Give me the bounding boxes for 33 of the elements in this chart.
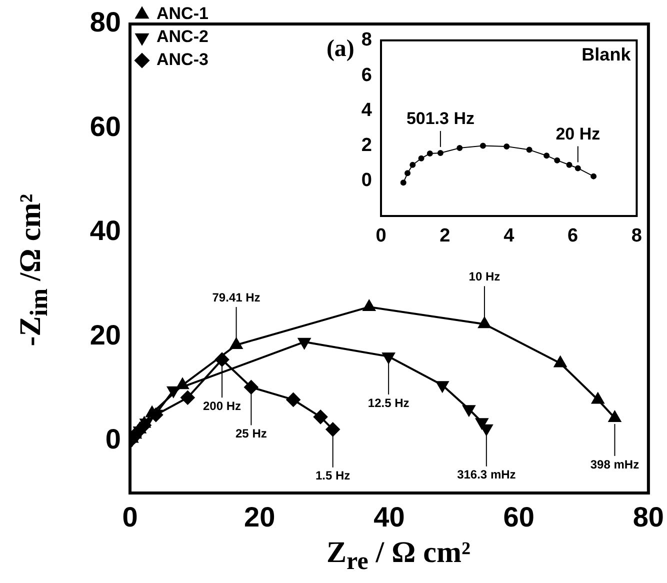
y-tick-label: 60 (90, 110, 121, 142)
annotation: 398 mHz (590, 457, 640, 472)
x-tick-label: 80 (632, 502, 664, 533)
legend-label: ANC-2 (156, 27, 208, 46)
y-tick-label: 6 (361, 64, 372, 86)
annotation: 1.5 Hz (315, 468, 350, 483)
y-tick-label: 20 (90, 319, 121, 350)
x-tick-label: 8 (631, 226, 642, 247)
legend-label: ANC-1 (156, 4, 208, 24)
y-tick-label: 0 (361, 170, 372, 192)
y-tick-label: 0 (105, 424, 121, 455)
annotation: 20 Hz (556, 124, 600, 144)
annotation: Blank (582, 44, 632, 64)
y-tick-label: 4 (361, 100, 372, 121)
y-tick-label: 2 (361, 134, 372, 156)
annotation: 200 Hz (203, 398, 242, 413)
annotation: (a) (326, 36, 354, 62)
y-tick-label: 80 (90, 6, 121, 38)
x-tick-label: 0 (376, 226, 386, 247)
x-tick-label: 20 (244, 502, 276, 533)
annotation: 12.5 Hz (368, 396, 410, 410)
x-tick-label: 4 (504, 226, 515, 247)
y-tick-label: 8 (361, 30, 372, 51)
x-tick-label: 60 (503, 502, 534, 533)
annotation: 316.3 mHz (457, 468, 516, 482)
x-tick-label: 2 (440, 226, 450, 247)
x-axis-title: Z$_{re}$ / Ω cm² (326, 536, 472, 576)
x-tick-label: 6 (568, 226, 578, 247)
annotation: 501.3 Hz (406, 109, 474, 128)
annotation: 10 Hz (468, 269, 500, 284)
annotation: 25 Hz (236, 426, 267, 441)
annotation: 79.41 Hz (212, 290, 260, 304)
legend-label: ANC-3 (156, 50, 208, 70)
